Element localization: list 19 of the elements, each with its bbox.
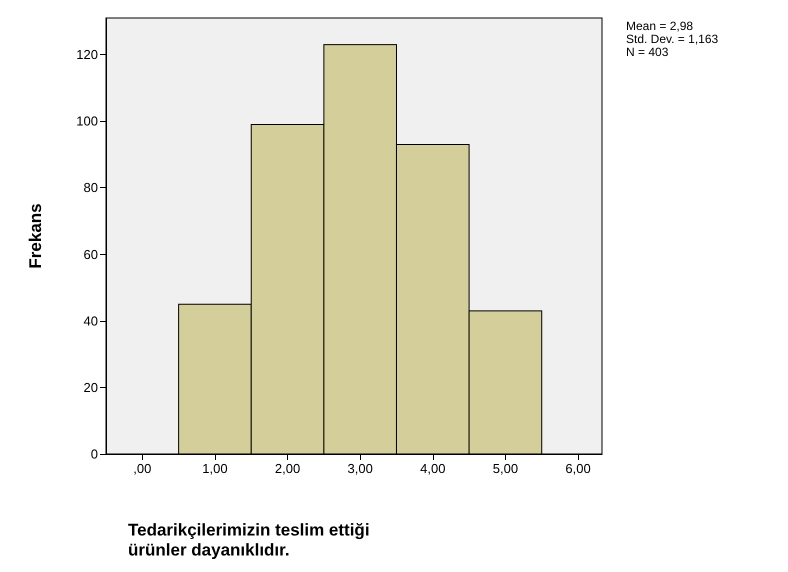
y-tick-label: 60	[84, 246, 98, 262]
y-tick-label: 20	[84, 380, 98, 395]
text: Mean = 2,98	[626, 19, 694, 33]
x-tick-label: 6,00	[565, 461, 591, 476]
x-tick-label: 1,00	[202, 461, 228, 476]
y-tick-label: 120	[76, 47, 98, 62]
y-tick-label: 0	[90, 446, 98, 462]
text: N = 403	[626, 45, 669, 59]
x-tick-label: 2,00	[274, 461, 300, 476]
y-tick-label: 100	[76, 114, 98, 129]
y-axis-title: Frekans	[26, 203, 45, 269]
x-tick-label: ,00	[133, 461, 152, 476]
x-tick-label: 5,00	[492, 461, 518, 476]
text: Std. Dev. = 1,163	[626, 32, 718, 46]
y-tick-label: 80	[84, 180, 98, 196]
x-tick-label: 3,00	[348, 461, 373, 476]
y-tick-label: 40	[84, 313, 98, 328]
x-tick-label: 4,00	[420, 461, 446, 476]
x-axis-title: Tedarikçilerimizin teslim ettiği ürünler dayanıklıdır.	[128, 520, 374, 560]
